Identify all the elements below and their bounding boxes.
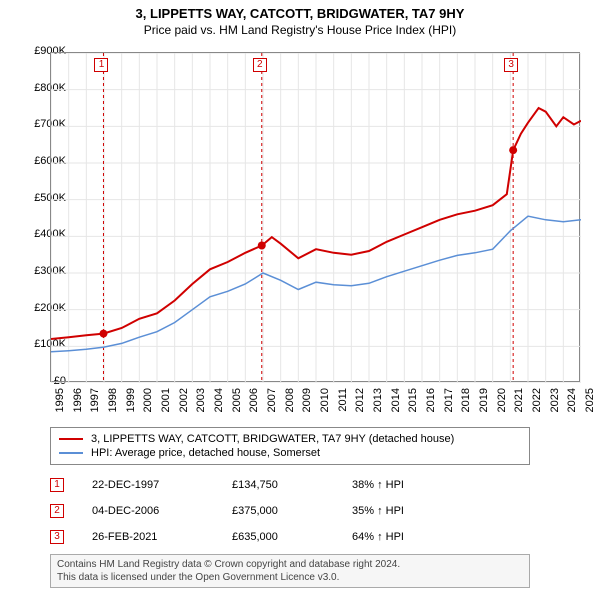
- price-chart: [50, 52, 580, 382]
- chart-subtitle: Price paid vs. HM Land Registry's House …: [8, 23, 592, 37]
- event-date: 26-FEB-2021: [92, 531, 232, 543]
- x-axis-label: 2016: [425, 388, 437, 428]
- sale-events-table: 1 22-DEC-1997 £134,750 38% ↑ HPI 2 04-DE…: [50, 472, 472, 550]
- table-row: 2 04-DEC-2006 £375,000 35% ↑ HPI: [50, 498, 472, 524]
- x-axis-label: 2022: [531, 388, 543, 428]
- event-price: £134,750: [232, 479, 352, 491]
- footer-line: This data is licensed under the Open Gov…: [57, 571, 523, 584]
- x-axis-label: 2014: [390, 388, 402, 428]
- event-price: £375,000: [232, 505, 352, 517]
- event-marker-box: 1: [94, 58, 108, 72]
- event-pct: 35% ↑ HPI: [352, 505, 472, 517]
- x-axis-label: 2000: [142, 388, 154, 428]
- x-axis-label: 2002: [178, 388, 190, 428]
- x-axis-label: 2025: [584, 388, 596, 428]
- x-axis-label: 2009: [301, 388, 313, 428]
- x-axis-label: 2005: [231, 388, 243, 428]
- event-price: £635,000: [232, 531, 352, 543]
- x-axis-label: 1998: [107, 388, 119, 428]
- legend-item: 3, LIPPETTS WAY, CATCOTT, BRIDGWATER, TA…: [59, 432, 521, 446]
- event-marker-box: 1: [50, 478, 64, 492]
- x-axis-label: 2007: [266, 388, 278, 428]
- event-date: 04-DEC-2006: [92, 505, 232, 517]
- legend-item: HPI: Average price, detached house, Some…: [59, 446, 521, 460]
- legend-swatch: [59, 438, 83, 440]
- event-marker-box: 3: [50, 530, 64, 544]
- x-axis-label: 1999: [125, 388, 137, 428]
- x-axis-label: 1996: [72, 388, 84, 428]
- table-row: 1 22-DEC-1997 £134,750 38% ↑ HPI: [50, 472, 472, 498]
- table-row: 3 26-FEB-2021 £635,000 64% ↑ HPI: [50, 524, 472, 550]
- x-axis-label: 1997: [89, 388, 101, 428]
- chart-legend: 3, LIPPETTS WAY, CATCOTT, BRIDGWATER, TA…: [50, 427, 530, 465]
- x-axis-label: 2003: [195, 388, 207, 428]
- event-pct: 64% ↑ HPI: [352, 531, 472, 543]
- x-axis-label: 2006: [248, 388, 260, 428]
- event-date: 22-DEC-1997: [92, 479, 232, 491]
- event-marker-box: 2: [50, 504, 64, 518]
- chart-title-block: 3, LIPPETTS WAY, CATCOTT, BRIDGWATER, TA…: [0, 0, 600, 41]
- chart-title-address: 3, LIPPETTS WAY, CATCOTT, BRIDGWATER, TA…: [8, 6, 592, 21]
- x-axis-label: 1995: [54, 388, 66, 428]
- attribution-footer: Contains HM Land Registry data © Crown c…: [50, 554, 530, 588]
- x-axis-label: 2021: [513, 388, 525, 428]
- x-axis-label: 2010: [319, 388, 331, 428]
- x-axis-label: 2013: [372, 388, 384, 428]
- legend-swatch: [59, 452, 83, 454]
- x-axis-label: 2004: [213, 388, 225, 428]
- x-axis-label: 2012: [354, 388, 366, 428]
- event-pct: 38% ↑ HPI: [352, 479, 472, 491]
- x-axis-label: 2019: [478, 388, 490, 428]
- x-axis-label: 2023: [549, 388, 561, 428]
- x-axis-label: 2018: [460, 388, 472, 428]
- x-axis-label: 2015: [407, 388, 419, 428]
- x-axis-label: 2017: [443, 388, 455, 428]
- event-marker-box: 3: [504, 58, 518, 72]
- x-axis-label: 2001: [160, 388, 172, 428]
- event-marker-box: 2: [253, 58, 267, 72]
- x-axis-label: 2011: [337, 388, 349, 428]
- legend-label: 3, LIPPETTS WAY, CATCOTT, BRIDGWATER, TA…: [91, 433, 454, 445]
- chart-svg: [51, 53, 581, 383]
- x-axis-label: 2020: [496, 388, 508, 428]
- footer-line: Contains HM Land Registry data © Crown c…: [57, 558, 523, 571]
- legend-label: HPI: Average price, detached house, Some…: [91, 447, 320, 459]
- x-axis-label: 2008: [284, 388, 296, 428]
- x-axis-label: 2024: [566, 388, 578, 428]
